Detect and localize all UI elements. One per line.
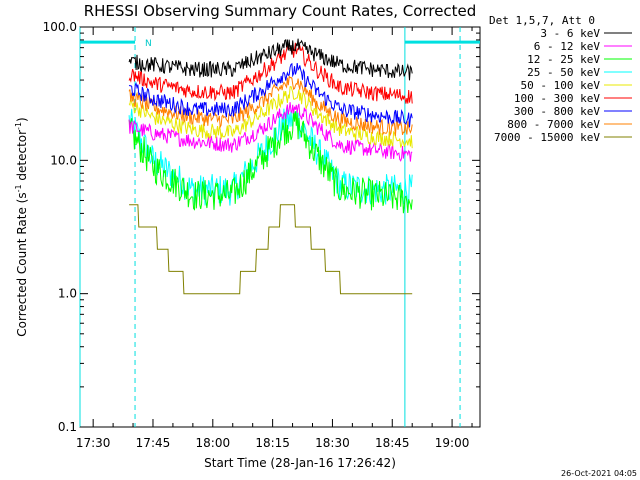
legend-label-7: 800 - 7000 keV [507, 118, 600, 131]
legend-label-2: 12 - 25 keV [527, 53, 600, 66]
legend-label-0: 3 - 6 keV [540, 27, 600, 40]
x-tick-label-1: 17:45 [136, 436, 171, 450]
x-axis-ticks: 17:30 17:45 18:00 18:15 18:30 18:45 19:00 [76, 27, 473, 450]
annotations: N [145, 39, 152, 49]
legend-label-5: 100 - 300 keV [514, 92, 600, 105]
series-line-8 [129, 204, 413, 295]
legend-header: Det 1,5,7, Att 0 [489, 14, 595, 27]
series-line-5 [128, 42, 413, 104]
series-line-0 [128, 38, 413, 81]
y-axis-label-sup2: -1 [14, 122, 23, 130]
y-axis-label-part3: ) [15, 117, 29, 122]
x-tick-label-6: 19:00 [435, 436, 470, 450]
series-line-6 [128, 62, 413, 128]
series-line-2 [128, 109, 413, 214]
y-tick-label-2: 1.0 [58, 287, 77, 301]
y-tick-label-3: 0.1 [58, 420, 77, 434]
x-tick-label-0: 17:30 [76, 436, 111, 450]
y-axis-label-sup1: -1 [14, 184, 23, 192]
series-lines [128, 38, 413, 295]
footer-timestamp: 26-Oct-2021 04:05 [561, 469, 637, 478]
x-axis-label: Start Time (28-Jan-16 17:26:42) [204, 456, 396, 470]
y-axis-label: Corrected Count Rate (s-1 detector-1) [14, 117, 29, 336]
chart-title: RHESSI Observing Summary Count Rates, Co… [84, 2, 477, 20]
series-line-1 [128, 102, 413, 162]
y-axis-label-part2: detector [15, 130, 29, 185]
y-axis-ticks: 100.0 10.0 1.0 0.1 [43, 20, 480, 434]
legend-label-1: 6 - 12 keV [534, 40, 601, 53]
x-tick-label-3: 18:15 [255, 436, 290, 450]
legend-label-6: 300 - 800 keV [514, 105, 600, 118]
annotation-0: N [145, 39, 152, 49]
legend-label-4: 50 - 100 keV [521, 79, 601, 92]
y-axis-label-part1: Corrected Count Rate (s [15, 192, 29, 336]
x-tick-label-5: 18:45 [375, 436, 410, 450]
x-tick-label-2: 18:00 [196, 436, 231, 450]
y-tick-label-0: 100.0 [43, 20, 77, 34]
legend-label-8: 7000 - 15000 keV [494, 131, 600, 144]
legend-label-3: 25 - 50 keV [527, 66, 600, 79]
series-line-4 [128, 86, 413, 149]
x-tick-label-4: 18:30 [315, 436, 350, 450]
y-tick-label-1: 10.0 [50, 153, 77, 167]
